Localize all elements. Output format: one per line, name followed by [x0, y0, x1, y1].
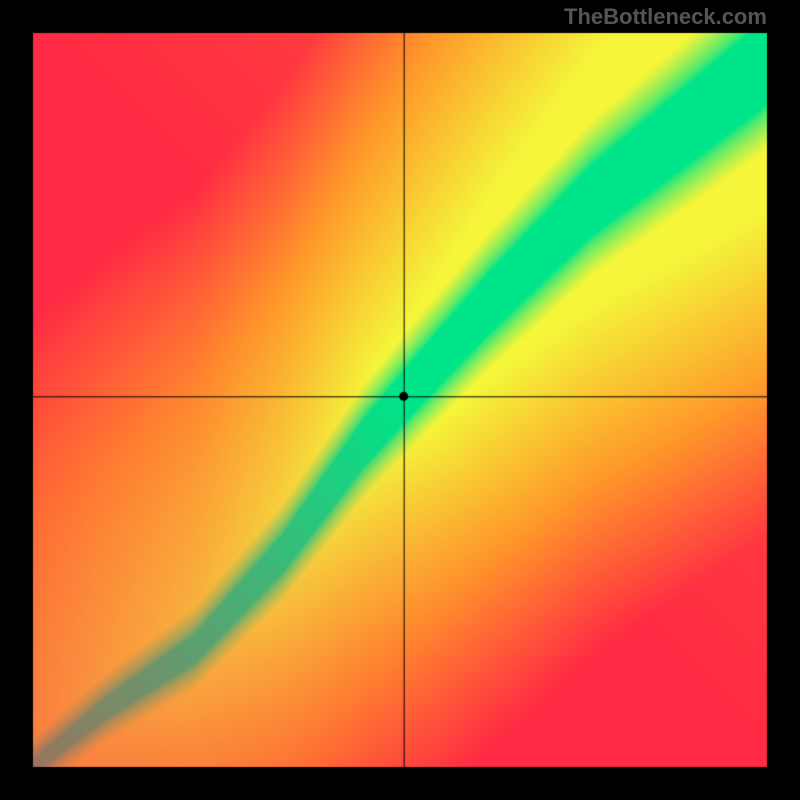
- bottleneck-heatmap: [0, 0, 800, 800]
- watermark-text: TheBottleneck.com: [564, 4, 767, 30]
